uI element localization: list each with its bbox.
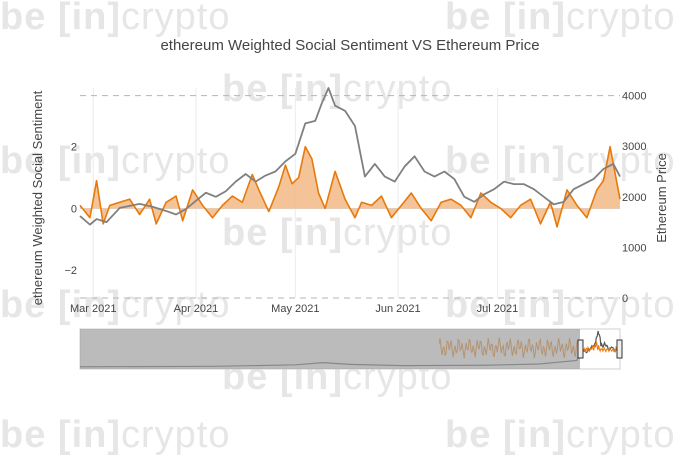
sentiment-area (80, 146, 620, 227)
x-axis-tick-label: Apr 2021 (174, 303, 219, 315)
sentiment-series (79, 145, 621, 228)
right-axis-tick-label: 3000 (622, 141, 646, 153)
chart-title: ethereum Weighted Social Sentiment VS Et… (160, 37, 539, 54)
right-axis-tick-label: 4000 (622, 91, 646, 103)
range-slider-mask (80, 329, 580, 369)
left-axis-label: ethereum Weighted Social Sentiment (30, 90, 45, 305)
x-axis-tick-label: Jun 2021 (375, 303, 420, 315)
price-series (79, 87, 621, 226)
left-axis-tick-label: 0 (71, 203, 77, 215)
range-slider-left-handle[interactable] (577, 339, 584, 359)
left-axis-tick-label: 2 (71, 142, 77, 154)
right-axis-tick-label: 1000 (622, 242, 646, 254)
left-axis-ticks: 2 0 −2 (64, 142, 77, 278)
left-axis-tick-label: −2 (64, 265, 77, 277)
right-axis-tick-label: 2000 (622, 192, 646, 204)
price-line (79, 87, 621, 226)
range-slider[interactable] (79, 328, 623, 370)
x-axis-tick-label: May 2021 (271, 303, 319, 315)
x-axis-tick-label: Mar 2021 (70, 303, 116, 315)
x-axis-ticks: Mar 2021 Apr 2021 May 2021 Jun 2021 Jul 2021 (70, 303, 518, 315)
right-axis-tick-label: 0 (622, 293, 628, 305)
right-axis-label: Ethereum Price (654, 153, 669, 243)
range-slider-right-handle[interactable] (616, 339, 623, 359)
x-axis-tick-label: Jul 2021 (477, 303, 519, 315)
sentiment-line (79, 145, 621, 228)
right-axis-ticks: 0 1000 2000 3000 4000 (622, 91, 646, 305)
